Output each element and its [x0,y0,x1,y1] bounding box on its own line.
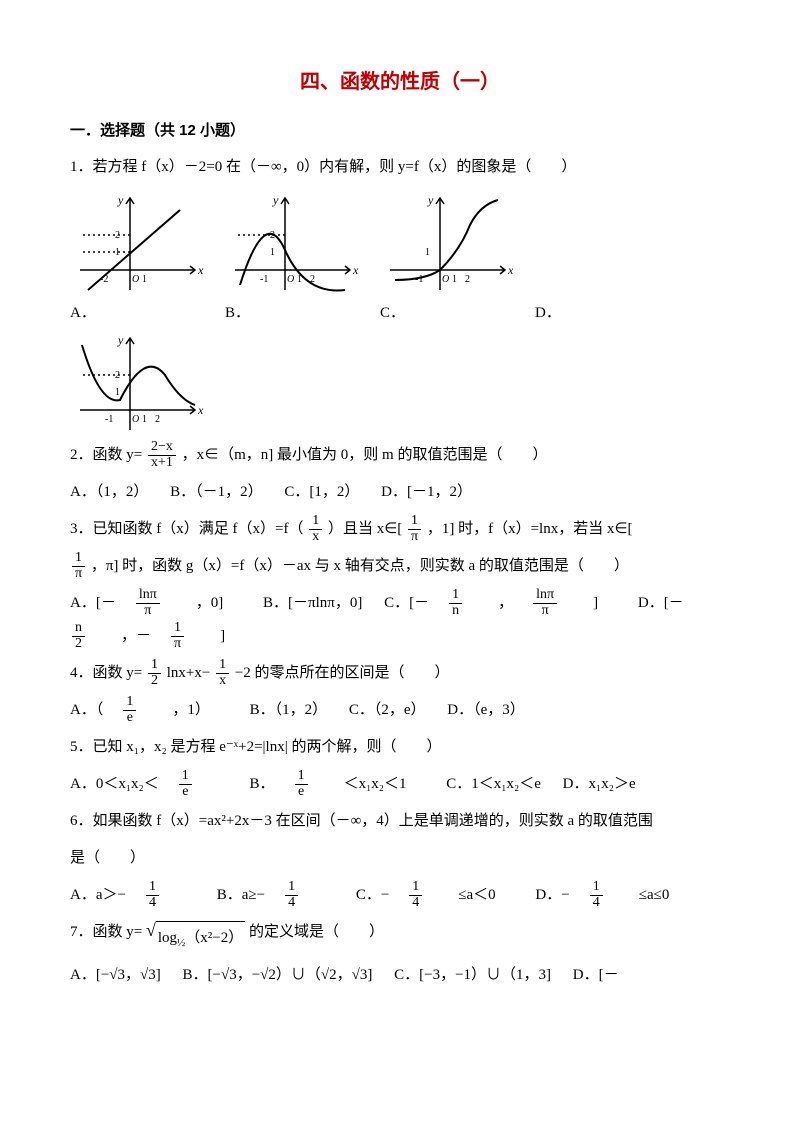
svg-text:1: 1 [425,247,430,258]
q7-sb: 的定义域是（ ） [249,924,384,940]
svg-text:x: x [507,263,514,277]
q3-frac-pi: 1π [408,514,421,544]
q7-opt-d: D．[－ [573,967,619,983]
svg-text:-1: -1 [105,414,113,425]
q4-f1: 12 [148,658,161,688]
svg-text:x: x [197,403,204,417]
graph-b: x y 2 1 -1 O 1 2 [225,190,360,295]
q2-stem-a: 2．函数 y= [70,447,142,463]
q4-opt-c: C．（2，e） [349,702,426,718]
q5-opt-c: C．1＜x₁x₂＜e [446,776,541,792]
svg-text:1: 1 [142,274,147,285]
q4-sa: 4．函数 y= [70,665,142,681]
sqrt-icon: √ log½（x²−2） [146,921,245,955]
svg-text:O: O [132,274,139,285]
q7-opt-b: B．[−√3，−√2）∪（√2，√3] [183,967,373,983]
q5-opt-a: A．0＜x₁x₂＜1e [70,776,228,792]
svg-text:y: y [117,333,124,347]
q3-opt-c: C．[－1n，lnππ] [384,595,620,611]
graph-d: x y 2 1 -1 O 1 2 [70,330,205,435]
section-heading: 一．选择题（共 12 小题） [70,114,730,147]
q5-opt-d: D．x₁x₂＞e [563,776,636,792]
svg-text:O: O [132,414,139,425]
svg-text:1: 1 [115,247,120,258]
q4-opt-a: A．（1e，1） [70,702,228,718]
q3-l1c: ，1] 时，f（x）=lnx，若当 x∈[ [427,521,633,537]
svg-text:1: 1 [452,274,457,285]
svg-text:2: 2 [155,414,160,425]
svg-text:1: 1 [270,247,275,258]
q2-opt-a: A．（1，2） [70,484,148,500]
svg-text:-1: -1 [415,274,423,285]
q2-stem-b: ，x∈（m，n] 最小值为 0，则 m 的取值范围是（ ） [182,447,548,463]
q7-options: A．[−√3，√3] B．[−√3，−√2）∪（√2，√3] C．[−3，−1）… [70,959,730,992]
question-2: 2．函数 y= 2−xx+1 ，x∈（m，n] 最小值为 0，则 m 的取值范围… [70,439,730,472]
q2-opt-b: B．（－1，2） [170,484,263,500]
question-6-line1: 6．如果函数 f（x）=ax²+2x－3 在区间（－∞，4）上是单调递增的，则实… [70,805,730,838]
q1-option-b: B． [225,297,250,330]
q1-option-a: A． [70,297,96,330]
svg-text:y: y [117,193,124,207]
q1-option-d: D． [535,297,561,330]
q4-f2: 1x [216,658,229,688]
svg-text:O: O [287,274,294,285]
q4-opt-d: D．（e，3） [447,702,525,718]
q3-frac-pi2: 1π [72,551,85,581]
svg-text:O: O [442,274,449,285]
svg-text:-1: -1 [260,274,268,285]
q1-graph-d-wrap: x y 2 1 -1 O 1 2 [70,330,730,435]
q4-options: A．（1e，1） B．（1，2） C．（2，e） D．（e，3） [70,694,730,727]
question-3-line2: 1π ，π] 时，函数 g（x）=f（x）－ax 与 x 轴有交点，则实数 a … [70,550,730,583]
svg-text:2: 2 [465,274,470,285]
q2-opt-c: C．[1，2） [284,484,359,500]
q1-option-c: C． [380,297,405,330]
q3-l1b: ）且当 x∈[ [328,521,402,537]
q2-opt-d: D．[－1，2） [381,484,472,500]
svg-text:x: x [352,263,359,277]
svg-text:2: 2 [115,230,120,241]
graph-a: x y 2 1 O -2 1 [70,190,205,295]
q3-opt-a: A．[－lnππ，0] [70,595,245,611]
svg-text:1: 1 [142,414,147,425]
q6-opt-b: B．a≥−14 [217,887,334,903]
svg-text:y: y [272,193,279,207]
page-title: 四、函数的性质（一） [70,60,730,104]
q6-opt-d: D．−14≤a≤0 [535,887,687,903]
q3-opt-b: B．[－πlnπ，0] [263,595,362,611]
q7-sa: 7．函数 y= [70,924,142,940]
q4-sb: lnx+x− [167,665,211,681]
q3-frac1: 1x [309,514,322,544]
svg-text:y: y [427,193,434,207]
q2-frac: 2−xx+1 [148,440,176,470]
question-5: 5．已知 x₁，x₂ 是方程 e⁻ˣ+2=|lnx| 的两个解，则（ ） [70,731,730,764]
q5-opt-b: B．1e＜x₁x₂＜1 [250,776,425,792]
q6-options: A．a＞−14 B．a≥−14 C．−14≤a＜0 D．−14≤a≤0 [70,879,730,912]
q3-options: A．[－lnππ，0] B．[－πlnπ，0] C．[－1n，lnππ] D．[… [70,587,730,653]
question-7: 7．函数 y= √ log½（x²−2） 的定义域是（ ） [70,916,730,955]
q2-options: A．（1，2） B．（－1，2） C．[1，2） D．[－1，2） [70,476,730,509]
question-1: 1．若方程 f（x）－2=0 在（－∞，0）内有解，则 y=f（x）的图象是（ … [70,151,730,184]
question-6-line2: 是（ ） [70,842,730,875]
svg-text:1: 1 [115,387,120,398]
q7-opt-a: A．[−√3，√3] [70,967,161,983]
q6-opt-a: A．a＞−14 [70,887,195,903]
q7-opt-c: C．[−3，−1）∪（1，3] [394,967,551,983]
q5-options: A．0＜x₁x₂＜1e B．1e＜x₁x₂＜1 C．1＜x₁x₂＜e D．x₁x… [70,768,730,801]
q1-stem: 1．若方程 f（x）－2=0 在（－∞，0）内有解，则 y=f（x）的图象是（ … [70,159,576,175]
q1-graphs-row1: x y 2 1 O -2 1 A． x y 2 1 -1 [70,190,730,330]
question-3-line1: 3．已知函数 f（x）满足 f（x）=f（ 1x ）且当 x∈[ 1π ，1] … [70,513,730,546]
graph-c: x y 1 -1 O 1 2 [380,190,515,295]
q4-opt-b: B．（1，2） [250,702,328,718]
q3-l1a: 3．已知函数 f（x）满足 f（x）=f（ [70,521,303,537]
q4-sc: −2 的零点所在的区间是（ ） [235,665,450,681]
question-4: 4．函数 y= 12 lnx+x− 1x −2 的零点所在的区间是（ ） [70,657,730,690]
svg-text:x: x [197,263,204,277]
q6-opt-c: C．−14≤a＜0 [356,887,514,903]
q3-l2a: ，π] 时，函数 g（x）=f（x）－ax 与 x 轴有交点，则实数 a 的取值… [91,558,629,574]
